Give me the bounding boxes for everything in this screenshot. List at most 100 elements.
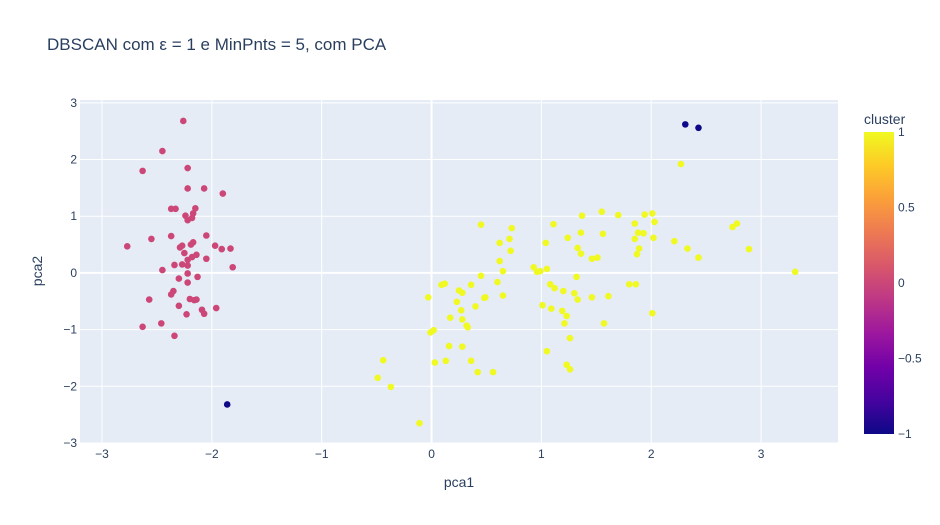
data-point-cluster-1: [464, 324, 472, 331]
data-point-cluster-1: [640, 229, 647, 237]
data-point-cluster-1: [467, 281, 475, 289]
plot-area: [80, 100, 838, 443]
data-point-cluster-1: [477, 272, 485, 280]
chart-title: DBSCAN com ε = 1 e MinPnts = 5, com PCA: [47, 35, 387, 54]
data-point-cluster-noise: [682, 121, 689, 128]
data-point-cluster-0: [203, 232, 210, 239]
data-point-cluster-1: [550, 220, 557, 228]
data-point-cluster-1: [566, 334, 574, 342]
data-point-cluster-1: [633, 250, 641, 258]
colorbar-tick-label: 0.5: [898, 201, 915, 215]
data-point-cluster-noise: [695, 124, 702, 132]
data-point-cluster-1: [431, 359, 439, 366]
colorbar-tick-label: 0: [898, 276, 905, 290]
data-point-cluster-1: [614, 211, 622, 219]
data-point-cluster-1: [605, 292, 612, 300]
data-point-cluster-1: [506, 235, 513, 243]
x-tick-label: 2: [648, 447, 655, 461]
y-tick-label: 3: [70, 96, 77, 110]
data-point-cluster-1: [650, 234, 657, 242]
data-point-cluster-0: [184, 262, 191, 269]
data-point-cluster-1: [457, 307, 465, 314]
data-point-cluster-0: [139, 323, 146, 331]
colorbar-tick-label: −1: [898, 427, 912, 441]
data-point-cluster-1: [564, 234, 572, 242]
data-point-cluster-0: [157, 320, 165, 327]
data-point-cluster-0: [184, 279, 191, 286]
data-point-cluster-0: [167, 291, 175, 298]
data-point-cluster-1: [536, 267, 544, 275]
data-point-cluster-0: [184, 185, 191, 192]
data-point-cluster-1: [494, 278, 501, 286]
data-point-cluster-0: [211, 242, 219, 250]
data-point-cluster-0: [193, 296, 200, 303]
data-point-cluster-1: [677, 160, 685, 168]
data-point-cluster-1: [446, 314, 454, 322]
data-point-cluster-0: [203, 255, 210, 263]
data-point-cluster-0: [184, 270, 191, 277]
data-point-cluster-1: [507, 247, 514, 255]
data-point-cluster-0: [172, 205, 179, 213]
y-tick-label: 0: [70, 266, 77, 280]
data-point-cluster-1: [577, 250, 585, 257]
data-point-cluster-1: [684, 245, 691, 252]
data-point-cluster-1: [578, 212, 586, 219]
data-point-cluster-0: [229, 263, 236, 271]
data-point-cluster-1: [563, 361, 570, 369]
data-point-cluster-1: [791, 268, 799, 276]
data-point-cluster-1: [566, 365, 574, 373]
data-point-cluster-0: [227, 245, 234, 252]
data-point-cluster-1: [625, 280, 633, 288]
data-point-cluster-0: [145, 296, 153, 303]
y-axis-title: pca2: [29, 256, 45, 287]
data-point-cluster-1: [530, 263, 538, 271]
data-point-cluster-1: [480, 294, 488, 302]
data-point-cluster-1: [558, 307, 566, 315]
x-tick-labels: −3 −2 −1 0 1 2 3: [95, 447, 765, 461]
data-point-cluster-1: [671, 237, 678, 245]
data-point-cluster-0: [178, 242, 186, 250]
data-point-cluster-0: [181, 249, 188, 257]
x-tick-label: −1: [315, 447, 329, 461]
data-point-cluster-0: [123, 242, 131, 250]
data-point-cluster-1: [542, 239, 550, 247]
data-point-cluster-0: [171, 332, 178, 340]
data-point-cluster-1: [594, 254, 601, 261]
data-point-cluster-1: [508, 224, 516, 232]
data-point-cluster-0: [178, 261, 186, 268]
data-point-cluster-1: [442, 357, 450, 365]
data-point-cluster-1: [477, 221, 485, 229]
data-point-cluster-1: [547, 305, 555, 312]
x-tick-label: 0: [428, 447, 435, 461]
data-point-cluster-1: [641, 211, 648, 218]
data-point-cluster-1: [496, 239, 503, 247]
data-point-cluster-1: [588, 255, 596, 263]
data-point-cluster-1: [458, 289, 466, 297]
data-point-cluster-1: [458, 343, 466, 350]
data-point-cluster-1: [571, 290, 578, 297]
data-point-cluster-1: [729, 223, 736, 231]
data-point-cluster-1: [631, 220, 639, 227]
data-point-cluster-1: [374, 374, 382, 382]
data-point-cluster-1: [632, 280, 640, 288]
y-tick-labels: −3 −2 −1 0 1 2 3: [63, 96, 77, 450]
x-tick-label: 3: [758, 447, 765, 461]
data-point-cluster-1: [574, 296, 581, 303]
data-point-cluster-1: [599, 230, 607, 238]
data-point-cluster-0: [200, 185, 208, 192]
data-point-cluster-1: [563, 312, 570, 320]
data-point-cluster-1: [651, 218, 658, 226]
y-tick-label: −3: [63, 436, 77, 450]
data-point-cluster-1: [588, 293, 596, 301]
data-point-cluster-1: [560, 287, 567, 295]
data-point-cluster-1: [543, 347, 551, 355]
data-point-cluster-0: [148, 235, 155, 243]
data-point-cluster-1: [649, 210, 656, 217]
x-tick-label: −3: [95, 447, 109, 461]
colorbar-tick-label: −0.5: [898, 352, 922, 366]
data-point-cluster-1: [379, 356, 387, 364]
data-point-cluster-0: [194, 273, 201, 281]
data-point-cluster-1: [467, 357, 475, 365]
x-tick-label: 1: [538, 447, 545, 461]
